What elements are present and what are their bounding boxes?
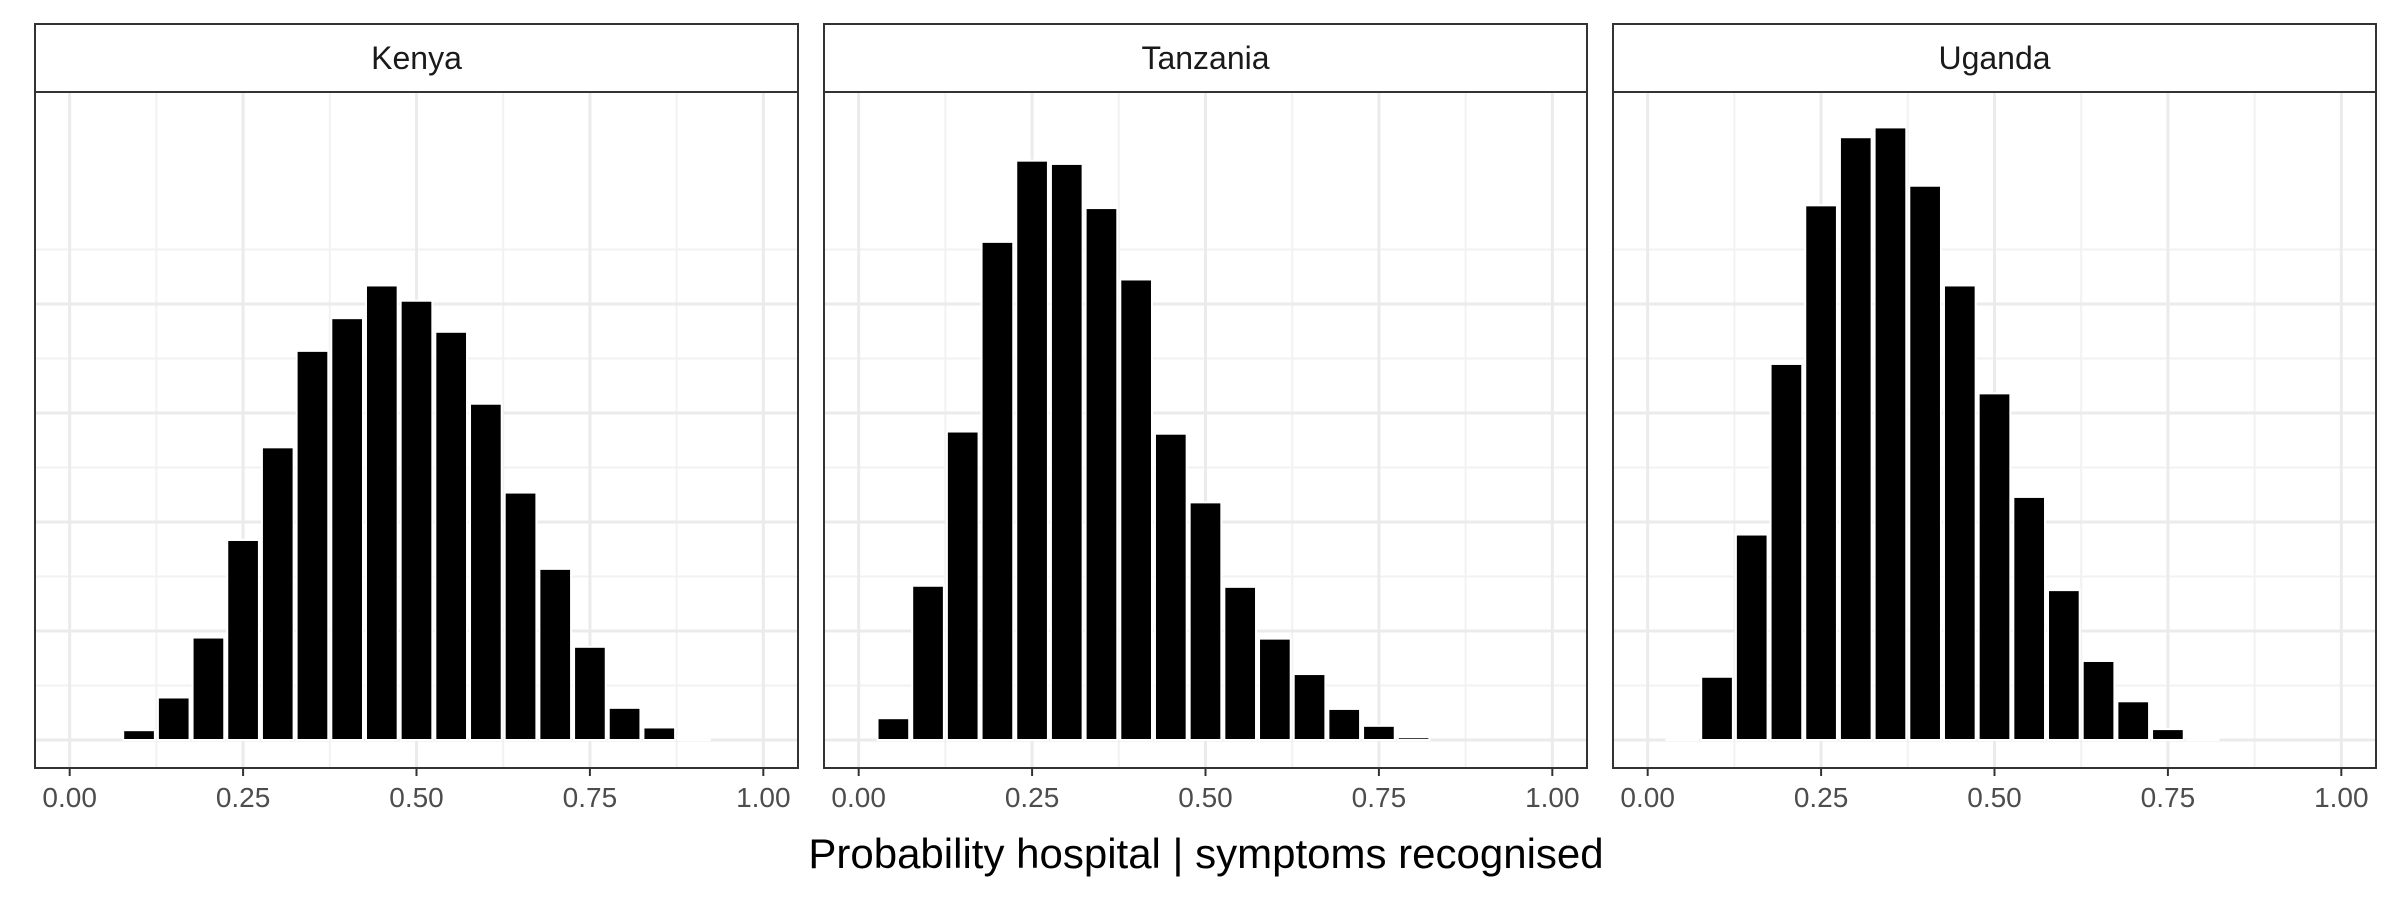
histogram-bar <box>2151 728 2185 741</box>
histogram-bar <box>2012 495 2047 741</box>
x-tick-label: 0.50 <box>389 782 444 813</box>
histogram-bar <box>1396 736 1431 742</box>
facet-panel-tanzania: Tanzania 0.00 0.25 0.50 0.75 1.00 <box>823 23 1588 813</box>
histogram-bar <box>1327 707 1362 741</box>
histogram-bar <box>1049 162 1084 741</box>
histogram-bar <box>980 240 1015 741</box>
x-tick-label: 0.50 <box>1178 782 1233 813</box>
facet-panels: Kenya 0.00 0.25 0.50 0.75 1.00 Tanzania 0.00 0.2… <box>34 23 2377 813</box>
histogram-bar <box>191 636 226 741</box>
histogram-bar <box>1700 675 1734 742</box>
facet-strip <box>34 23 799 93</box>
x-tick-label: 0.00 <box>831 782 886 813</box>
histogram-bar <box>1838 136 1873 742</box>
x-tick-label: 0.50 <box>1967 782 2022 813</box>
histogram-bar <box>295 349 330 741</box>
histogram-bar <box>1292 673 1327 741</box>
histogram-bar <box>1769 362 1804 741</box>
facet-strip <box>823 23 1588 93</box>
histogram-bar <box>399 299 434 741</box>
histogram-bar <box>226 538 260 741</box>
x-tick-label: 1.00 <box>736 782 791 813</box>
histogram-bar <box>1223 585 1258 741</box>
histogram-bar <box>1362 724 1396 742</box>
facet-panel-kenya: Kenya 0.00 0.25 0.50 0.75 1.00 <box>34 23 799 813</box>
histogram-bar <box>945 430 980 741</box>
facet-strip <box>1612 23 2377 93</box>
histogram-bar <box>2185 737 2220 741</box>
histogram-bar <box>607 706 642 741</box>
histogram-bar <box>573 645 607 741</box>
histogram-bar <box>122 729 156 742</box>
histogram-bar <box>1908 184 1942 742</box>
histogram-bar <box>364 284 399 741</box>
histogram-bar <box>1015 159 1049 742</box>
histogram-bar <box>1188 501 1223 741</box>
facet-strip-label: Uganda <box>1938 40 2050 76</box>
histogram-bar <box>1258 637 1292 742</box>
histogram-bar <box>156 696 191 741</box>
histogram-bar <box>469 402 503 741</box>
x-tick-label: 0.00 <box>1620 782 1675 813</box>
histogram-bar <box>1977 392 2012 741</box>
x-tick-label: 0.00 <box>42 782 97 813</box>
histogram-bar <box>911 584 945 742</box>
x-tick-label: 0.75 <box>563 782 618 813</box>
histogram-bar <box>1804 204 1838 742</box>
x-tick-label: 0.75 <box>1352 782 1407 813</box>
histogram-bar <box>1873 126 1908 742</box>
histogram-bar <box>2081 659 2116 741</box>
x-tick-label: 0.25 <box>1005 782 1060 813</box>
histogram-bar <box>1153 432 1188 741</box>
x-tick-label: 0.25 <box>1794 782 1849 813</box>
x-tick-label: 0.25 <box>216 782 271 813</box>
histogram-bar <box>1084 207 1119 741</box>
histogram-bar <box>642 726 677 742</box>
histogram-bar <box>503 491 538 741</box>
histogram-bar <box>1942 284 1977 741</box>
x-axis-title: Probability hospital | symptoms recognis… <box>808 830 1603 877</box>
x-tick-label: 0.75 <box>2141 782 2196 813</box>
facet-strip-label: Kenya <box>371 40 462 76</box>
histogram-bar <box>677 737 711 741</box>
histogram-bar <box>434 330 469 741</box>
histogram-bar <box>1734 533 1769 741</box>
facet-panel-uganda: Uganda 0.00 0.25 0.50 0.75 1.00 <box>1612 23 2377 813</box>
histogram-bar <box>260 446 295 741</box>
x-tick-label: 1.00 <box>2314 782 2369 813</box>
histogram-bar <box>538 567 573 741</box>
histogram-bar <box>1119 278 1153 741</box>
histogram-bar <box>1665 737 1700 741</box>
histogram-bar <box>330 317 364 741</box>
x-tick-label: 1.00 <box>1525 782 1580 813</box>
facet-strip-label: Tanzania <box>1141 40 1269 76</box>
histogram-bar <box>2047 589 2081 741</box>
histogram-bar <box>876 717 911 742</box>
histogram-bar <box>2116 700 2151 741</box>
